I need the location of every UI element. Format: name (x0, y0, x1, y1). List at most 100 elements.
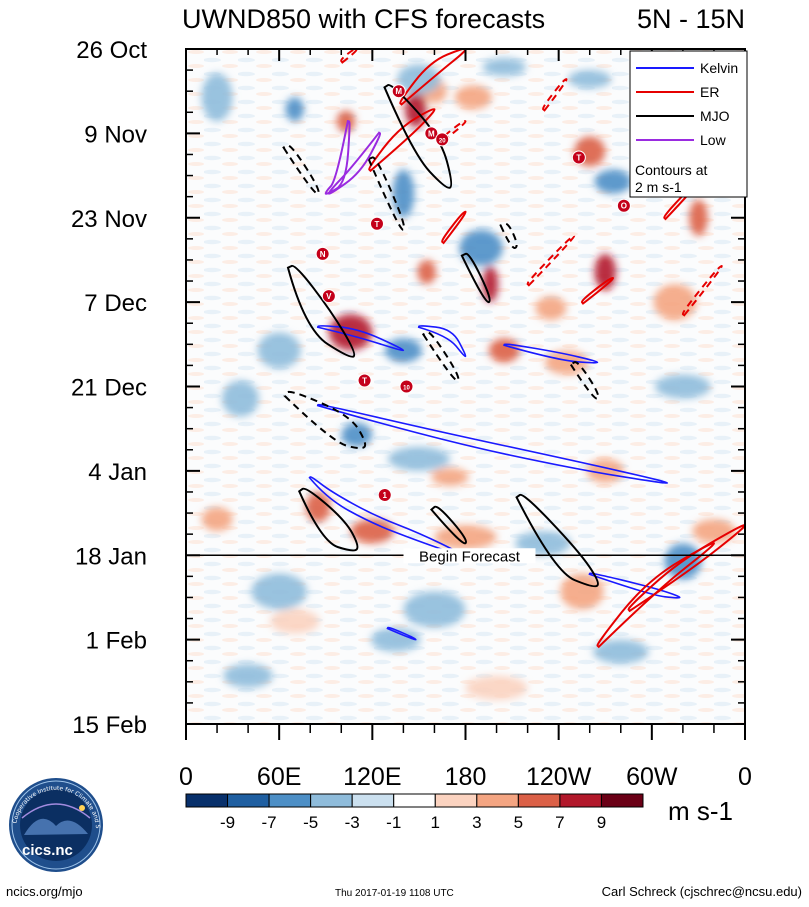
colorbar-label: -5 (303, 813, 318, 832)
y-tick-label: 23 Nov (71, 206, 147, 233)
storm-markers: M M 20 T O T N V T 10 1 (315, 84, 631, 502)
anomaly-blob (336, 110, 356, 133)
anomaly-blob (328, 314, 373, 351)
colorbar-bin (227, 793, 270, 808)
colorbar-label: -7 (262, 813, 277, 832)
anomaly-blob (594, 253, 617, 291)
y-tick-label: 21 Dec (71, 375, 147, 402)
anomaly-blob (482, 265, 499, 303)
chart-title: UWND850 with CFS forecasts (182, 4, 545, 34)
footer-url[interactable]: ncics.org/mjo (6, 884, 83, 899)
x-tick-label: 0 (738, 763, 752, 791)
anomaly-blob (285, 97, 305, 122)
colorbar-bin (185, 793, 229, 808)
contour-kelvin (316, 325, 405, 352)
storm-marker: T (571, 150, 586, 165)
logo-text: cics.nc (22, 842, 73, 859)
anomaly-blob (269, 609, 320, 634)
storm-marker: 20 (435, 132, 450, 147)
storm-marker: V (321, 289, 336, 304)
storm-marker-icon (315, 246, 330, 261)
contour-mjo (515, 493, 599, 588)
anomaly-blob (482, 58, 527, 77)
colorbar-bin (310, 793, 353, 808)
forecast-start-label: Begin Forecast (419, 548, 521, 565)
storm-marker-icon (399, 379, 414, 394)
colorbar-bin (559, 793, 602, 808)
storm-marker-label: N (320, 250, 326, 259)
y-tick-label: 9 Nov (84, 121, 147, 148)
contour-mjo (286, 264, 356, 358)
y-tick-label: 1 Feb (86, 628, 147, 655)
anomaly-blob (594, 169, 632, 194)
anomaly-blob (488, 338, 520, 363)
anomaly-blob (370, 627, 421, 652)
colorbar-bin (393, 793, 436, 808)
legend: Kelvin ER MJO Low Contours at 2 m s-1 (629, 50, 748, 198)
anomaly-blob (341, 422, 373, 447)
anomaly-blob (201, 507, 233, 532)
y-tick-label: 26 Oct (76, 37, 147, 64)
storm-marker: 10 (399, 379, 414, 394)
storm-marker-icon (435, 132, 450, 147)
anomaly-blob (535, 296, 567, 321)
anomaly-blob (305, 491, 331, 523)
storm-marker-label: M (395, 87, 402, 96)
y-tick-label: 4 Jan (88, 459, 147, 486)
anomaly-blob (431, 467, 469, 486)
colorbar-bin (351, 793, 395, 808)
storm-marker: M (424, 126, 439, 141)
contour-kelvin (588, 572, 681, 599)
storm-marker-label: O (621, 202, 627, 211)
x-tick-label: 120E (343, 763, 401, 791)
contour-mjo (429, 505, 467, 545)
x-tick-label: 60E (257, 763, 301, 791)
contour-mjo (297, 487, 359, 552)
storm-marker: M (391, 84, 406, 99)
x-tick-label: 180 (445, 763, 487, 791)
forecast-label-background (403, 548, 536, 564)
colorbar-label: -3 (345, 813, 360, 832)
contour-er (340, 49, 358, 64)
storm-marker-label: T (375, 220, 380, 229)
anomaly-blob (251, 573, 308, 610)
storm-marker: 1 (377, 487, 392, 502)
colorbar-label: 1 (431, 813, 440, 832)
anomaly-blob (417, 259, 436, 285)
anomaly-blob (653, 284, 697, 321)
legend-note-line2: 2 m s-1 (635, 179, 682, 195)
storm-marker-icon (391, 84, 406, 99)
storm-marker-label: 10 (403, 386, 410, 392)
colorbar-label: 9 (597, 813, 606, 832)
contour-er (580, 276, 615, 305)
storm-marker-label: 1 (383, 491, 388, 500)
storm-marker-icon (424, 126, 439, 141)
anomaly-blob (223, 663, 273, 688)
storm-marker: T (369, 216, 384, 231)
colorbar: -9 -7 -5 -3 -1 1 3 5 7 9 (185, 793, 644, 832)
contour-er (681, 264, 723, 317)
chart-latitude-band: 5N - 15N (637, 4, 745, 34)
anomaly-blob (387, 446, 450, 471)
anomaly-blob (586, 458, 624, 483)
axes: 26 Oct 9 Nov 23 Nov 7 Dec 21 Dec 4 Jan 18 Jan 1… (71, 37, 752, 791)
y-tick-label: 18 Jan (75, 543, 147, 570)
colorbar-label: -9 (220, 813, 235, 832)
anomaly-field (201, 58, 736, 700)
colorbar-label: 3 (472, 813, 481, 832)
wave-contours (282, 49, 745, 649)
anomaly-blob (397, 64, 441, 95)
colorbar-bin (600, 793, 644, 808)
footer-timestamp: Thu 2017-01-19 1108 UTC (335, 888, 454, 899)
contour-kelvin (417, 325, 467, 358)
contour-mjo (460, 252, 491, 304)
contour-mjo (421, 331, 460, 382)
contour-mjo (569, 361, 600, 400)
contour-kelvin (503, 343, 599, 364)
legend-box (629, 50, 748, 198)
anomaly-blob (221, 380, 259, 417)
storm-marker-icon (377, 487, 392, 502)
storm-marker-label: T (362, 376, 367, 385)
anomaly-blob (350, 519, 395, 544)
contour-er (627, 524, 745, 613)
